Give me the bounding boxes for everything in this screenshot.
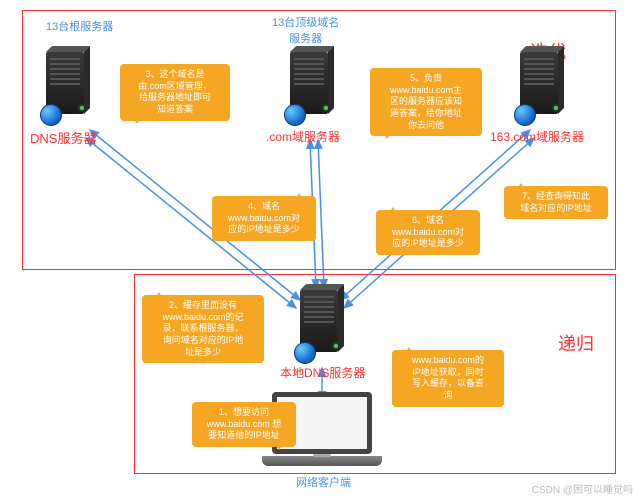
- client-label: 网络客户端: [296, 474, 351, 490]
- root-top-label: 13台根服务器: [46, 18, 113, 34]
- callout-4: 4、域名 www.baidu.com对 应的IP地址是多少: [212, 196, 316, 241]
- callout-8: www.baidu.com的 IP地址获取，同时 写入缓存，以备查 询: [392, 350, 504, 407]
- tld-top-label: 13台顶级域名 服务器: [272, 14, 339, 46]
- tld-server-icon: [290, 52, 328, 122]
- root-bottom-label: DNS服务器: [30, 128, 96, 147]
- auth-server-icon: [520, 52, 558, 122]
- callout-6: 6、域名 www.baidu.com对 应的IP地址是多少: [376, 210, 480, 255]
- local-bottom-label: 本地DNS服务器: [280, 364, 365, 381]
- local-server-icon: [300, 290, 338, 360]
- callout-1: 1、想要访问 www.baidu.com 想 要知道他的IP地址: [192, 402, 296, 447]
- callout-2: 2、缓存里面没有 www.baidu.com的记 录，联系根服务器， 询问域名对…: [142, 295, 264, 363]
- callout-3: 3、这个域名是 由.com区域管理， 给服务器地址即可 知道答案: [120, 64, 230, 121]
- watermark: CSDN @困可以睡觉吗: [532, 481, 633, 496]
- callout-7: 7、经查询得知此 域名对应的IP地址: [504, 186, 608, 219]
- tld-bottom-label: .com域服务器: [266, 128, 340, 145]
- auth-bottom-label: 163.com域服务器: [490, 128, 584, 145]
- recursive-label: 递归: [558, 330, 594, 356]
- root-server-icon: [46, 52, 84, 122]
- callout-5: 5、负责 www.baidu.com主 区的服务器应该知 道答案，给你地址 你去…: [370, 68, 482, 136]
